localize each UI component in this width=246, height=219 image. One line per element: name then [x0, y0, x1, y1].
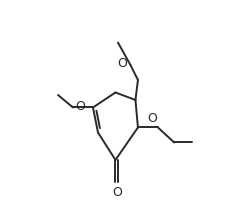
Text: O: O — [112, 186, 122, 199]
Text: O: O — [76, 100, 85, 113]
Text: O: O — [147, 112, 157, 125]
Text: O: O — [117, 57, 127, 70]
